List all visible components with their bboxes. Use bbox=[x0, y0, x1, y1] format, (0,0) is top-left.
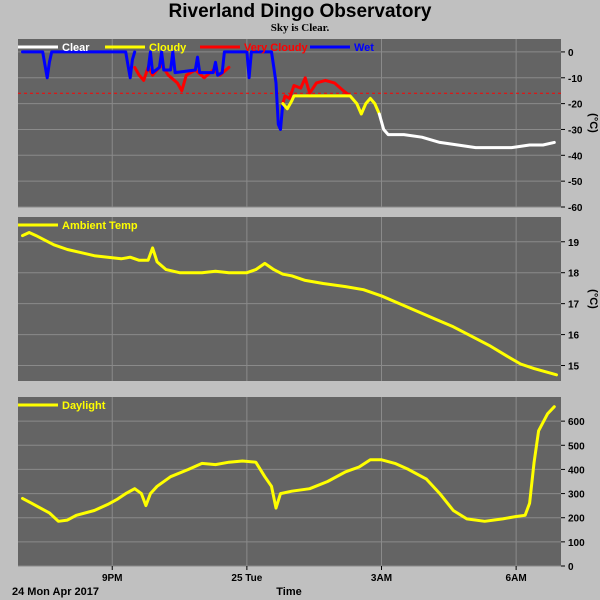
y-tick-label: -30 bbox=[568, 125, 583, 136]
series-wet bbox=[21, 50, 137, 80]
y-tick-label: 15 bbox=[568, 362, 580, 373]
y-tick-label: 0 bbox=[568, 562, 574, 573]
y-tick-label: 600 bbox=[568, 417, 585, 428]
legend-label: Cloudy bbox=[149, 42, 187, 54]
y-tick-label: -50 bbox=[568, 177, 583, 188]
plot-area bbox=[18, 39, 561, 207]
series-very-cloudy bbox=[281, 76, 352, 106]
sky-status: Sky is Clear. bbox=[270, 22, 330, 34]
legend-label: Daylight bbox=[62, 400, 106, 412]
plot-sky: 0 -10 -20 -30 -40 -50 -60 (°C) Clear Cloudy Very C… bbox=[18, 39, 599, 214]
series-cloudy bbox=[281, 94, 381, 116]
y-tick-label: 16 bbox=[568, 331, 580, 342]
date-label: 24 Mon Apr 2017 bbox=[12, 586, 99, 598]
y-tick-label: 17 bbox=[568, 300, 580, 311]
y-tick-label: 500 bbox=[568, 441, 585, 452]
plot-area bbox=[18, 397, 561, 566]
y-tick-label: -10 bbox=[568, 74, 583, 85]
y-tick-label: 300 bbox=[568, 490, 585, 501]
y-tick-label: 100 bbox=[568, 538, 585, 549]
y-tick-label: 18 bbox=[568, 269, 580, 280]
plot-area bbox=[18, 217, 561, 381]
x-axis-label: Time bbox=[276, 586, 301, 598]
legend-label: Wet bbox=[354, 42, 374, 54]
series-ambient-temp bbox=[21, 231, 558, 377]
x-tick-label: 25 Tue bbox=[231, 573, 262, 584]
y-tick-label: -40 bbox=[568, 151, 583, 162]
y-tick-label: -20 bbox=[568, 100, 583, 111]
y-tick-label: 200 bbox=[568, 514, 585, 525]
series-clear bbox=[377, 112, 556, 150]
chart-title: Riverland Dingo Observatory bbox=[168, 1, 432, 22]
series-wet bbox=[146, 50, 285, 131]
y-tick-label: 400 bbox=[568, 465, 585, 476]
legend-label: Ambient Temp bbox=[62, 220, 138, 232]
legend-label: Clear bbox=[62, 42, 90, 54]
legend-label: Very Cloudy bbox=[244, 42, 308, 54]
y-axis-label: (°C) bbox=[587, 289, 599, 309]
x-tick-label: 9PM bbox=[102, 573, 123, 584]
y-tick-label: 19 bbox=[568, 238, 580, 249]
plot-ambient: 19 18 17 16 15 (°C) Ambient Temp bbox=[18, 217, 599, 381]
plot-daylight: 600 500 400 300 200 100 0 Daylight 9PM 25 Tue 3AM 6… bbox=[18, 397, 585, 584]
y-tick-label: -60 bbox=[568, 203, 583, 214]
y-tick-label: 0 bbox=[568, 48, 574, 59]
series-daylight bbox=[21, 405, 556, 523]
x-tick-label: 3AM bbox=[371, 573, 392, 584]
y-axis-label: (°C) bbox=[587, 113, 599, 133]
x-tick-label: 6AM bbox=[506, 573, 527, 584]
